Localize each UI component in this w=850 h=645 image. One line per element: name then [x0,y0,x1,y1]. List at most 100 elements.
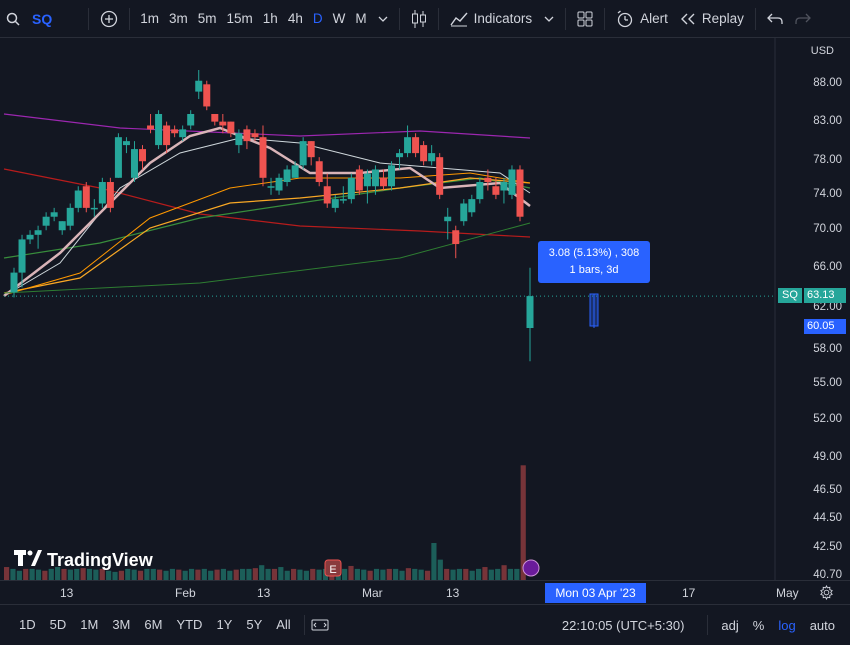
volume-bar [137,570,144,580]
candle-body [428,153,436,162]
timeframe-1m[interactable]: 1m [140,11,159,26]
volume-bar [386,568,392,580]
candle-body [227,121,235,134]
range-6m[interactable]: 6M [144,617,163,632]
timeframe-4h[interactable]: 4h [287,11,303,26]
time-label: Feb [175,586,196,600]
divider [303,614,305,635]
candle-body [404,137,412,154]
candle-body [283,169,291,183]
candle-body [452,230,460,245]
settings-gear-icon[interactable] [819,585,834,600]
volume-bar [297,569,303,580]
divider [437,7,439,30]
volume-bar [169,568,176,580]
timeframe-3m[interactable]: 3m [169,11,188,26]
candle-body [163,125,171,146]
candles-chart-type-icon[interactable] [405,0,433,38]
candle-body [307,141,315,158]
timeframe-m[interactable]: M [355,11,367,26]
candle-body [66,207,74,226]
volume-bar [380,569,386,580]
candle-body [243,129,251,142]
range-1d[interactable]: 1D [19,617,36,632]
range-1y[interactable]: 1Y [216,617,233,632]
price-chart[interactable]: E [0,38,850,580]
candle-body [275,177,283,191]
volume-bar [188,568,195,580]
volume-bar [424,570,431,580]
volume-bar [150,568,156,580]
candle-body [155,113,163,146]
symbol-name[interactable]: SQ [32,10,53,27]
candle-body [396,153,404,158]
time-axis[interactable]: 13 Feb 13 Mar 13 Mon 03 Apr '23 17 May [0,580,850,604]
volume-bar [118,570,124,580]
tradingview-logo[interactable]: TradingView [14,550,153,571]
volume-bar [208,570,214,580]
candle-body [42,216,50,226]
time-label: 13 [446,586,460,600]
percent-scale-toggle[interactable]: % [752,617,765,633]
candle-body [10,272,18,293]
candle-body [500,182,508,191]
volume-bar [23,568,29,580]
range-1m[interactable]: 1M [80,617,99,632]
volume-bar [74,568,80,580]
undo-icon[interactable] [761,0,789,38]
timeframe-5m[interactable]: 5m [197,11,217,26]
volume-bar [144,568,150,580]
timeframe-15m[interactable]: 15m [226,11,253,26]
timeframe-w[interactable]: W [332,11,346,26]
volume-bar [367,570,373,580]
candle-body [444,216,452,222]
candle-body [34,230,42,235]
volume-bar [99,568,105,580]
alert-button[interactable]: Alert [610,0,674,38]
range-5d[interactable]: 5D [49,617,67,632]
currency-label[interactable]: USD [810,45,834,57]
timeframe-1h[interactable]: 1h [262,11,278,26]
indicators-button[interactable]: Indicators [444,0,539,38]
timezone-clock[interactable]: 22:10:05 (UTC+5:30) [561,617,685,633]
volume-bar [501,565,507,580]
chevron-down-icon[interactable] [538,0,560,38]
volume-bar [61,568,67,580]
go-to-date-icon[interactable] [311,617,329,633]
volume-bar [259,565,265,580]
volume-bar [310,568,316,580]
range-3m[interactable]: 3M [112,617,131,632]
volume-bar [35,569,42,580]
volume-bar [233,569,239,580]
log-scale-toggle[interactable]: log [778,617,796,633]
range-ytd[interactable]: YTD [176,617,203,632]
replay-label: Replay [701,11,744,26]
candle-body [139,149,147,162]
time-label: 13 [60,586,74,600]
volume-bar [412,568,418,580]
time-label: 13 [257,586,271,600]
candle-body [195,80,203,92]
compare-add-icon[interactable] [94,0,124,38]
volume-bar [220,568,227,580]
range-all[interactable]: All [276,617,291,632]
ma-line-purple [3,113,531,139]
symbol-search-icon[interactable] [0,0,26,38]
auto-scale-toggle[interactable]: auto [809,617,835,633]
replay-button[interactable]: Replay [674,0,750,38]
candle-body [291,165,299,178]
candle-body [371,169,379,187]
price-tick-label: 44.50 [813,512,842,525]
range-5y[interactable]: 5Y [246,617,263,632]
volume-bar [514,568,520,580]
timeframe-d[interactable]: D [312,11,323,26]
chart-pane[interactable]: E USD 88.00 83.00 78.00 74.00 70.00 66.00 62.0… [0,38,850,606]
layout-grid-icon[interactable] [571,0,599,38]
redo-icon[interactable] [789,0,817,38]
volume-bar [195,569,201,580]
price-tick-label: 78.00 [813,154,842,167]
volume-bar [176,569,182,580]
adjust-toggle[interactable]: adj [721,617,739,633]
chevron-down-icon[interactable] [372,0,394,38]
volume-bar [278,567,284,580]
